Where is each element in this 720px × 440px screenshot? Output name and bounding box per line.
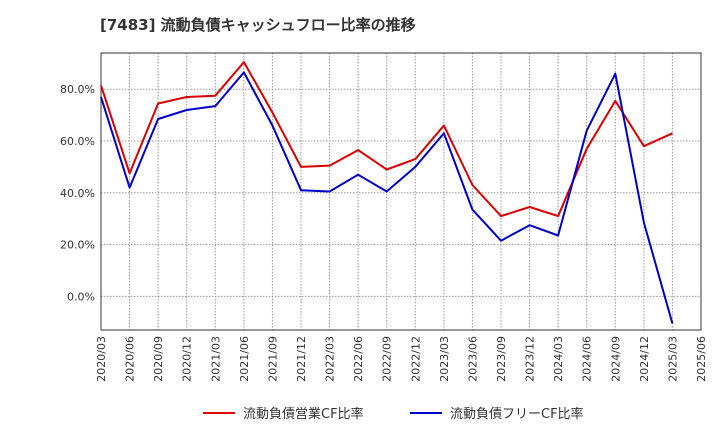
plot-area-border [100, 52, 702, 331]
series-line [100, 61, 673, 218]
x-tick-label: 2020/06 [124, 336, 137, 382]
y-tick-label: 20.0% [60, 239, 95, 252]
x-tick-label: 2020/09 [152, 336, 165, 382]
x-tick-label: 2024/06 [581, 336, 594, 382]
x-tick-label: 2025/06 [695, 336, 708, 382]
x-tick-label: 2024/12 [638, 336, 651, 382]
x-tick-label: 2025/03 [666, 336, 679, 382]
y-tick-label: 60.0% [60, 135, 95, 148]
x-tick-label: 2023/12 [524, 336, 537, 382]
x-tick-label: 2021/12 [295, 336, 308, 382]
x-tick-label: 2023/03 [438, 336, 451, 382]
x-tick-label: 2022/03 [324, 336, 337, 382]
x-tick-label: 2022/09 [381, 336, 394, 382]
legend-label: 流動負債営業CF比率 [243, 406, 364, 422]
x-tick-label: 2021/06 [238, 336, 251, 382]
x-tick-label: 2020/03 [95, 336, 108, 382]
y-tick-label: 0.0% [67, 290, 95, 303]
chart-title: [7483] 流動負債キャッシュフロー比率の推移 [100, 16, 416, 34]
x-tick-label: 2023/06 [466, 336, 479, 382]
x-tick-label: 2022/06 [352, 336, 365, 382]
y-tick-label: 80.0% [60, 83, 95, 96]
x-tick-label: 2020/12 [181, 336, 194, 382]
x-tick-label: 2023/09 [495, 336, 508, 382]
series-line [100, 71, 674, 324]
x-tick-label: 2024/03 [552, 336, 565, 382]
x-tick-label: 2024/09 [609, 336, 622, 382]
x-tick-label: 2021/09 [266, 336, 279, 382]
x-tick-label: 2021/03 [209, 336, 222, 382]
x-tick-label: 2022/12 [409, 336, 422, 382]
y-tick-label: 40.0% [60, 187, 95, 200]
legend-label: 流動負債フリーCF比率 [450, 406, 584, 422]
